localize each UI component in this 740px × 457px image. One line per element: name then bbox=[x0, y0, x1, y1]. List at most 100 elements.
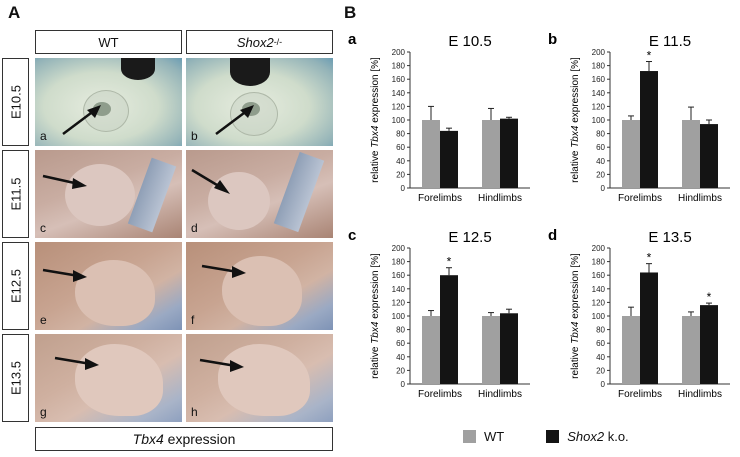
limb-bud bbox=[208, 172, 270, 230]
arrow-icon bbox=[199, 358, 244, 372]
y-tick-label: 100 bbox=[592, 116, 606, 125]
y-tick-label: 160 bbox=[392, 271, 406, 280]
embryo-photo-f: f bbox=[186, 242, 333, 330]
y-tick-label: 80 bbox=[396, 326, 405, 335]
chart-sublabel: c bbox=[348, 227, 356, 244]
sublabel-g: g bbox=[40, 405, 47, 419]
bar bbox=[682, 120, 700, 188]
y-tick-label: 160 bbox=[592, 271, 606, 280]
chart-title: E 10.5 bbox=[448, 33, 491, 50]
legend-label-ko-gene: Shox2 bbox=[567, 429, 605, 444]
arrow-icon bbox=[62, 105, 101, 135]
y-tick-label: 80 bbox=[596, 326, 605, 335]
bar bbox=[640, 71, 658, 188]
chart-sublabel: b bbox=[548, 31, 557, 48]
bar bbox=[482, 120, 500, 188]
column-header-ko-sup: -/- bbox=[273, 37, 283, 47]
x-tick-label: Hindlimbs bbox=[478, 193, 522, 204]
y-tick-label: 120 bbox=[592, 102, 606, 111]
tissue-fold bbox=[273, 151, 325, 233]
sublabel-e: e bbox=[40, 313, 47, 327]
eye-pigment bbox=[230, 58, 270, 86]
y-tick-label: 180 bbox=[392, 258, 406, 267]
y-tick-label: 120 bbox=[392, 102, 406, 111]
embryo-outline bbox=[230, 92, 278, 136]
chart-d: d E 13.5 0 20 40 60 80 100 120 140 160 180 200 relati… bbox=[548, 227, 730, 400]
embryo-photo-c: c bbox=[35, 150, 182, 238]
limb-bud bbox=[65, 164, 135, 226]
chart-title: E 12.5 bbox=[448, 229, 491, 246]
chart-sublabel: d bbox=[548, 227, 557, 244]
column-header-ko-gene: Shox2 bbox=[236, 34, 274, 50]
bar bbox=[422, 120, 440, 188]
tissue-fold bbox=[127, 157, 177, 233]
row-label-e10-5: E10.5 bbox=[2, 58, 29, 146]
y-tick-label: 80 bbox=[596, 130, 605, 139]
eye-pigment bbox=[121, 58, 155, 80]
bar bbox=[500, 118, 518, 188]
legend-swatch-wt bbox=[463, 430, 476, 443]
panel-b-letter: B bbox=[344, 3, 357, 22]
y-tick-label: 100 bbox=[392, 116, 406, 125]
bar bbox=[422, 316, 440, 384]
row-label-text: E12.5 bbox=[8, 269, 23, 303]
x-tick-label: Hindlimbs bbox=[678, 193, 722, 204]
row-label-text: E10.5 bbox=[8, 85, 23, 119]
bar bbox=[440, 275, 458, 384]
row-label-e12-5: E12.5 bbox=[2, 242, 29, 330]
chart-b: b E 11.5 0 20 40 60 80 100 120 140 160 180 200 relati… bbox=[548, 31, 730, 204]
panel-a-letter: A bbox=[8, 3, 21, 22]
significance-marker: * bbox=[447, 255, 452, 269]
arrow-icon bbox=[191, 168, 230, 194]
y-tick-label: 160 bbox=[592, 75, 606, 84]
sublabel-h: h bbox=[191, 405, 198, 419]
x-tick-label: Forelimbs bbox=[618, 193, 662, 204]
x-tick-label: Hindlimbs bbox=[478, 389, 522, 400]
y-tick-label: 200 bbox=[592, 48, 606, 57]
legend-label-ko-text: k.o. bbox=[604, 429, 629, 444]
footer-tbx4-expression: Tbx4 expression bbox=[35, 427, 333, 451]
chart-sublabel: a bbox=[348, 31, 357, 48]
x-tick-label: Forelimbs bbox=[418, 193, 462, 204]
embryo-photo-d: d bbox=[186, 150, 333, 238]
significance-marker: * bbox=[647, 49, 652, 63]
y-axis-label: relative Tbx4 expression [%] bbox=[570, 57, 581, 183]
y-tick-label: 180 bbox=[592, 258, 606, 267]
y-tick-label: 20 bbox=[596, 366, 605, 375]
embryo-photo-a: a bbox=[35, 58, 182, 146]
chart-a: a E 10.5 0 20 40 60 80 100 120 140 160 180 200 relati… bbox=[348, 31, 530, 204]
y-tick-label: 20 bbox=[396, 366, 405, 375]
legend-label-wt: WT bbox=[484, 429, 505, 444]
embryo-photo-g: g bbox=[35, 334, 182, 422]
embryo-photo-b: b bbox=[186, 58, 333, 146]
y-tick-label: 100 bbox=[592, 312, 606, 321]
y-tick-label: 120 bbox=[592, 298, 606, 307]
y-tick-label: 20 bbox=[396, 170, 405, 179]
y-tick-label: 140 bbox=[592, 285, 606, 294]
limb-bud bbox=[75, 344, 163, 416]
y-tick-label: 60 bbox=[396, 339, 405, 348]
y-tick-label: 120 bbox=[392, 298, 406, 307]
y-tick-label: 20 bbox=[596, 170, 605, 179]
y-tick-label: 200 bbox=[592, 244, 606, 253]
y-tick-label: 200 bbox=[392, 244, 406, 253]
y-tick-label: 100 bbox=[392, 312, 406, 321]
y-tick-label: 40 bbox=[396, 157, 405, 166]
row-label-e11-5: E11.5 bbox=[2, 150, 29, 238]
column-header-ko: Shox2 -/- bbox=[186, 30, 333, 54]
y-tick-label: 0 bbox=[601, 184, 606, 193]
bar bbox=[440, 130, 458, 188]
y-tick-label: 60 bbox=[596, 143, 605, 152]
x-tick-label: Forelimbs bbox=[618, 389, 662, 400]
y-axis-label: relative Tbx4 expression [%] bbox=[570, 253, 581, 379]
bar bbox=[500, 313, 518, 384]
y-tick-label: 40 bbox=[596, 353, 605, 362]
y-tick-label: 40 bbox=[396, 353, 405, 362]
x-tick-label: Hindlimbs bbox=[678, 389, 722, 400]
y-tick-label: 160 bbox=[392, 75, 406, 84]
chart-title: E 11.5 bbox=[649, 33, 691, 50]
y-tick-label: 180 bbox=[392, 62, 406, 71]
arrow-icon bbox=[42, 268, 87, 282]
row-label-text: E11.5 bbox=[8, 177, 23, 211]
y-tick-label: 140 bbox=[392, 285, 406, 294]
